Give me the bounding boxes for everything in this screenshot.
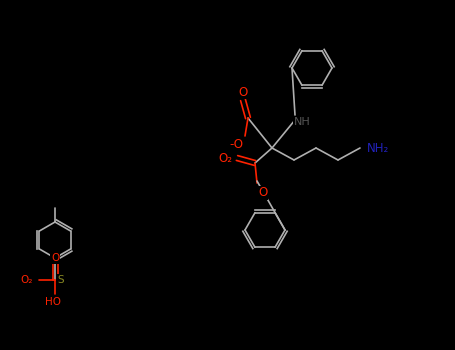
Text: O: O [238, 85, 248, 98]
Text: NH₂: NH₂ [367, 141, 389, 154]
Text: O: O [258, 187, 268, 199]
Text: -O: -O [229, 139, 243, 152]
Text: NH: NH [293, 117, 310, 127]
Text: HO: HO [45, 297, 61, 307]
Text: O₂: O₂ [218, 152, 232, 164]
Text: O: O [51, 253, 59, 263]
Text: S: S [58, 275, 64, 285]
Text: O₂: O₂ [21, 275, 33, 285]
